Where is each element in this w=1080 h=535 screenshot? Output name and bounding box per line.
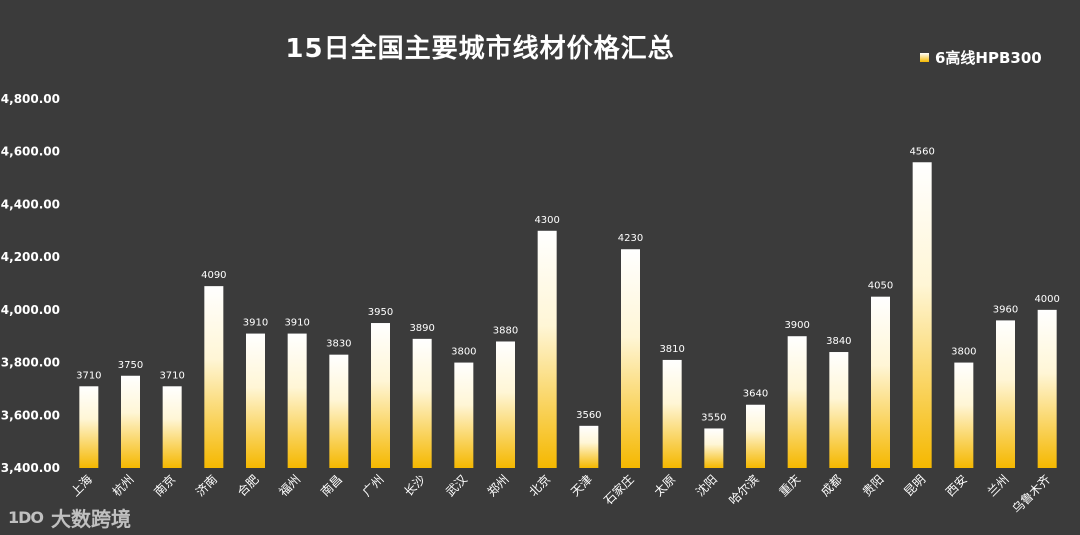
data-label: 3950 [368,307,393,318]
bar [787,336,807,468]
chart-title: 15日全国主要城市线材价格汇总 [285,34,675,64]
x-tick-label: 武汉 [443,472,470,499]
data-label: 3550 [701,412,726,423]
data-label: 3710 [76,370,101,381]
y-tick-label: 4,400.00 [1,197,60,211]
y-tick-label: 4,200.00 [1,250,60,264]
x-tick-label: 昆明 [901,472,928,499]
x-tick-label: 贵阳 [860,472,887,499]
bar [496,341,515,468]
bar [412,338,432,468]
data-label: 4560 [909,146,934,157]
x-tick-label: 长沙 [401,472,428,499]
data-label: 3750 [118,360,143,371]
bar [121,375,140,468]
y-tick-label: 4,000.00 [1,303,60,317]
x-tick-label: 石家庄 [601,472,637,508]
y-tick-label: 4,600.00 [1,145,60,159]
data-label: 4300 [534,215,559,226]
x-tick-label: 哈尔滨 [726,472,762,508]
bars-group: 3710 3750 3710 4090 3910 3910 3830 3950 3890 3800… [76,146,1060,468]
data-label: 3890 [409,323,434,334]
data-label: 3710 [159,370,184,381]
y-tick-label: 4,800.00 [1,92,60,106]
legend-label: 6高线HPB300 [935,49,1042,67]
x-tick-label: 太原 [651,472,679,500]
watermark-text: 大数跨境 [51,507,132,531]
bar [579,425,599,468]
x-tick-label: 广州 [360,472,387,499]
x-tick-label: 杭州 [109,472,137,500]
bar [454,362,474,468]
x-tick-label: 北京 [526,472,553,499]
x-tick-label: 济南 [192,472,220,500]
data-label: 3560 [576,410,601,421]
x-axis: 上海 杭州 南京 济南 合肥 福州 南昌 广州 长沙 武汉 郑州 北京 天津 石家庄 太原 沈阳 哈尔滨 重庆 成都… [67,472,1053,517]
x-tick-label: 乌鲁木齐 [1009,472,1054,517]
x-tick-label: 西安 [942,472,970,500]
data-label: 3880 [493,325,518,336]
watermark: 1DO 大数跨境 [8,503,131,532]
bar [246,333,265,468]
x-tick-label: 南昌 [317,472,345,500]
data-label: 3900 [784,320,809,331]
data-label: 4230 [618,233,643,244]
bar [329,354,349,468]
bar [912,162,932,468]
data-label: 3800 [951,347,976,358]
y-tick-label: 3,800.00 [1,356,60,370]
data-label: 3910 [243,318,268,329]
y-tick-label: 3,600.00 [1,408,60,422]
bar [204,286,224,468]
x-tick-label: 郑州 [484,472,512,500]
watermark-logo: 1DO [8,508,44,527]
bar [871,296,890,468]
bar [704,428,724,468]
bar [371,323,390,468]
bar [662,359,682,468]
y-tick-label: 3,400.00 [1,461,60,475]
x-tick-label: 成都 [818,472,845,499]
data-label: 3960 [993,304,1018,315]
data-label: 4090 [201,270,226,281]
data-label: 3910 [284,318,309,329]
bar [996,320,1015,468]
bar [954,362,974,468]
x-tick-label: 南京 [151,472,179,500]
data-label: 3800 [451,347,476,358]
data-label: 3810 [659,344,684,355]
x-tick-label: 重庆 [776,472,803,499]
bar [621,249,640,468]
data-label: 4000 [1034,294,1059,305]
x-tick-label: 天津 [568,472,595,499]
x-tick-label: 沈阳 [692,472,720,500]
data-label: 4050 [868,281,893,292]
data-label: 3840 [826,336,851,347]
x-tick-label: 上海 [67,472,95,500]
y-axis: 3,400.00 3,600.00 3,800.00 4,000.00 4,200.00… [1,92,60,475]
legend: 6高线HPB300 [920,47,1042,68]
bar [746,404,765,468]
legend-swatch [920,53,929,62]
bar [79,386,99,468]
data-label: 3830 [326,339,351,350]
bar [162,386,182,468]
x-tick-label: 兰州 [985,472,1012,499]
bar [1037,309,1057,468]
x-tick-label: 合肥 [234,472,262,500]
data-label: 3640 [743,389,768,400]
bar [829,352,849,468]
bar [537,230,557,468]
bar [287,333,307,468]
x-tick-label: 福州 [276,472,304,500]
